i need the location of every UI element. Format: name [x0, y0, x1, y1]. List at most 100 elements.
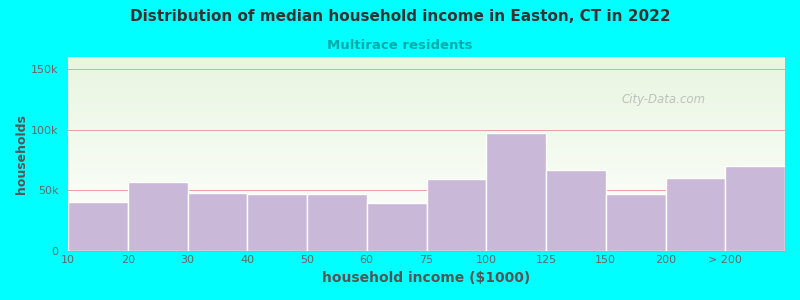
Bar — [68, 109, 785, 110]
Bar — [68, 200, 785, 201]
Bar — [68, 141, 785, 142]
Text: Distribution of median household income in Easton, CT in 2022: Distribution of median household income … — [130, 9, 670, 24]
Bar — [68, 143, 785, 144]
Bar — [68, 78, 785, 79]
Bar — [68, 57, 785, 58]
Bar — [68, 136, 785, 137]
Bar — [68, 74, 785, 75]
Bar — [68, 91, 785, 92]
Bar — [68, 217, 785, 218]
Bar — [68, 204, 785, 205]
Bar — [68, 86, 785, 87]
Bar — [68, 110, 785, 111]
Bar — [68, 148, 785, 149]
Bar — [68, 163, 785, 164]
Bar — [68, 66, 785, 67]
Bar — [68, 121, 785, 122]
Bar — [68, 113, 785, 114]
Bar — [68, 149, 785, 150]
Bar — [68, 241, 785, 242]
Bar — [68, 249, 785, 250]
Bar — [68, 181, 785, 182]
Bar — [68, 228, 785, 229]
Bar — [68, 234, 785, 235]
Bar — [68, 207, 785, 208]
Bar — [68, 123, 785, 124]
Bar — [68, 226, 785, 227]
Bar — [68, 83, 785, 84]
Bar — [68, 224, 785, 225]
Y-axis label: households: households — [15, 114, 28, 194]
Bar — [68, 193, 785, 194]
Bar — [68, 248, 785, 249]
Bar — [68, 58, 785, 59]
Bar — [68, 233, 785, 234]
Bar — [68, 189, 785, 190]
Bar — [68, 242, 785, 243]
Bar — [68, 160, 785, 161]
Bar — [68, 167, 785, 168]
Bar — [68, 138, 785, 139]
Bar — [68, 129, 785, 130]
Bar — [307, 194, 366, 250]
Bar — [68, 84, 785, 85]
Bar — [68, 175, 785, 176]
Bar — [68, 213, 785, 214]
Text: City-Data.com: City-Data.com — [621, 93, 705, 106]
Bar — [68, 209, 785, 210]
Bar — [68, 122, 785, 123]
Bar — [68, 154, 785, 155]
Bar — [68, 211, 785, 212]
Bar — [68, 173, 785, 174]
Bar — [68, 62, 785, 63]
Bar — [68, 114, 785, 115]
Bar — [68, 137, 785, 138]
Bar — [68, 165, 785, 166]
Bar — [68, 202, 785, 203]
Bar — [68, 158, 785, 159]
Bar — [68, 187, 785, 188]
Bar — [68, 195, 785, 196]
Bar — [486, 133, 546, 250]
Bar — [68, 81, 785, 82]
Bar — [68, 76, 785, 77]
Bar — [68, 240, 785, 241]
Bar — [68, 70, 785, 71]
Bar — [68, 103, 785, 104]
Bar — [68, 80, 785, 81]
Bar — [68, 170, 785, 171]
Bar — [68, 139, 785, 140]
Bar — [187, 193, 247, 250]
Bar — [68, 101, 785, 103]
Bar — [68, 145, 785, 146]
Bar — [68, 178, 785, 179]
Bar — [68, 244, 785, 245]
Bar — [68, 176, 785, 177]
Bar — [68, 107, 785, 108]
Bar — [68, 99, 785, 100]
Bar — [68, 172, 785, 173]
Bar — [68, 157, 785, 158]
Bar — [68, 231, 785, 232]
Bar — [68, 153, 785, 154]
Bar — [68, 119, 785, 120]
Bar — [68, 236, 785, 237]
Bar — [68, 152, 785, 153]
Bar — [68, 88, 785, 89]
Bar — [68, 201, 785, 202]
Bar — [68, 156, 785, 157]
Bar — [606, 194, 666, 250]
Bar — [68, 117, 785, 118]
Bar — [68, 227, 785, 228]
Bar — [68, 96, 785, 97]
Bar — [68, 208, 785, 209]
Bar — [426, 179, 486, 250]
Bar — [68, 188, 785, 189]
Bar — [68, 116, 785, 117]
Bar — [68, 59, 785, 60]
Bar — [68, 218, 785, 219]
Bar — [726, 166, 785, 250]
Bar — [68, 98, 785, 99]
Bar — [68, 220, 785, 221]
Bar — [68, 142, 785, 143]
